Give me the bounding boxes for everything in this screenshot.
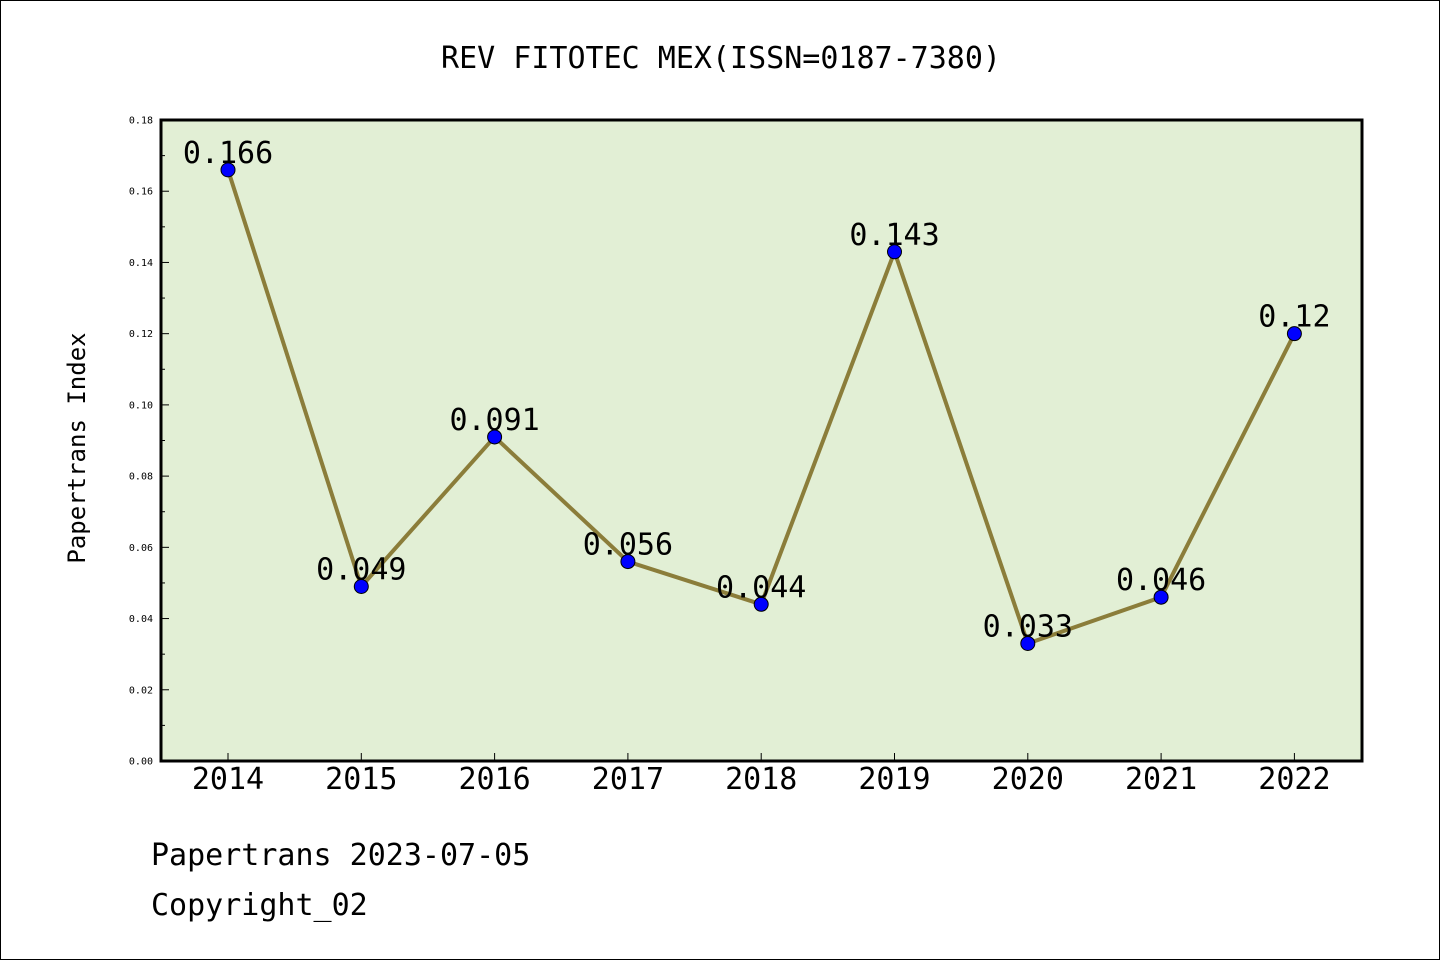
data-point: [353, 579, 369, 595]
data-point: [753, 596, 769, 612]
x-tick-label: 2019: [858, 762, 930, 797]
footer-date: Papertrans 2023-07-05: [151, 838, 530, 873]
data-label: 0.143: [849, 218, 939, 253]
chart-title: REV FITOTEC MEX(ISSN=0187-7380): [441, 41, 1001, 76]
data-point: [1020, 635, 1036, 651]
x-tick-label: 2018: [725, 762, 797, 797]
x-tick-label: 2016: [458, 762, 530, 797]
data-point: [1153, 589, 1169, 605]
y-tick-label: 0.04: [129, 614, 153, 625]
y-axis: 0.00 0.02 0.04 0.06 0.08 0.10 0.12 0.14 0.16 0.18: [129, 116, 169, 768]
footer-copyright: Copyright_02: [151, 888, 368, 923]
y-tick-label: 0.02: [129, 685, 153, 696]
data-label: 0.046: [1116, 563, 1206, 598]
y-tick-label: 0.10: [129, 400, 153, 411]
x-tick-label: 2014: [192, 762, 264, 797]
x-tick-label: 2020: [992, 762, 1064, 797]
x-axis: 2014 2015 2016 2017 2018 2019 2020 2021 2022: [192, 753, 1331, 797]
data-point: [620, 554, 636, 570]
x-tick-label: 2021: [1125, 762, 1197, 797]
x-tick-label: 2015: [325, 762, 397, 797]
y-tick-label: 0.00: [129, 757, 153, 768]
data-label: 0.091: [449, 403, 539, 438]
data-point: [1286, 326, 1302, 342]
data-label: 0.056: [583, 528, 673, 563]
data-label: 0.033: [983, 609, 1073, 644]
data-labels: 0.166 0.049 0.091 0.056 0.044 0.143 0.033 0.046…: [183, 136, 1331, 645]
x-tick-label: 2017: [592, 762, 664, 797]
plot-area: [159, 118, 1364, 763]
data-point: [887, 244, 902, 260]
data-point: [487, 429, 503, 445]
data-markers: [220, 162, 1302, 651]
x-tick-label: 2022: [1258, 762, 1330, 797]
y-tick-label: 0.06: [129, 543, 153, 554]
data-label: 0.12: [1258, 300, 1330, 335]
y-axis-label: Papertrans Index: [63, 332, 91, 563]
y-tick-label: 0.12: [129, 329, 153, 340]
y-tick-label: 0.16: [129, 187, 153, 198]
y-tick-label: 0.14: [129, 258, 153, 269]
data-point: [220, 162, 236, 178]
y-tick-label: 0.18: [129, 116, 153, 127]
data-label: 0.166: [183, 136, 273, 171]
y-tick-label: 0.08: [129, 472, 153, 483]
data-label: 0.049: [316, 553, 406, 588]
data-label: 0.044: [716, 570, 806, 605]
